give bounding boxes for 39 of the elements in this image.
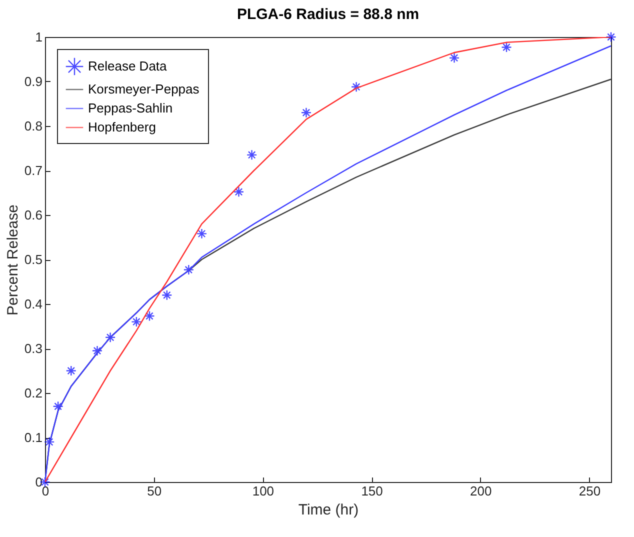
y-tick-label: 0.9 <box>24 74 42 89</box>
point <box>246 150 258 160</box>
point <box>183 264 194 276</box>
x-tick-label: 250 <box>578 484 601 498</box>
point <box>104 332 116 343</box>
point <box>300 107 312 118</box>
point <box>448 52 460 64</box>
x-tick-label: 50 <box>147 484 162 498</box>
y-tick-label: 0.1 <box>24 430 42 445</box>
point <box>233 186 244 198</box>
point <box>52 401 64 412</box>
x-tick-label: 100 <box>252 484 274 498</box>
point <box>196 228 208 240</box>
y-tick-label: 0.5 <box>24 252 42 267</box>
legend-label: Korsmeyer-Peppas <box>88 82 200 96</box>
legend-label: Release Data <box>88 58 168 74</box>
point <box>162 290 172 300</box>
y-tick-label: 0.4 <box>24 296 42 312</box>
x-tick-label: 150 <box>361 484 383 498</box>
point <box>606 32 616 42</box>
y-tick-label: 1 <box>35 30 42 44</box>
y-tick-label: 0.7 <box>24 163 42 178</box>
y-tick-label: 0.2 <box>24 386 42 400</box>
y-axis-title: Percent Release <box>4 204 22 316</box>
legend-label: Hopfenberg <box>88 120 156 134</box>
point <box>350 81 362 92</box>
x-axis-title: Time (hr) <box>298 502 359 518</box>
legend-label: Peppas-Sahlin <box>88 100 173 116</box>
point <box>44 436 55 448</box>
y-tick-label: 0.8 <box>24 118 42 134</box>
y-tick-label: 0.3 <box>24 341 42 356</box>
point <box>66 365 76 376</box>
point <box>131 316 142 328</box>
point <box>501 42 512 53</box>
point <box>144 310 155 322</box>
point <box>92 345 103 356</box>
y-tick-label: 0.6 <box>24 208 42 222</box>
chart-title: PLGA-6 Radius = 88.8 nm <box>236 6 420 23</box>
x-tick-label: 200 <box>470 484 492 498</box>
